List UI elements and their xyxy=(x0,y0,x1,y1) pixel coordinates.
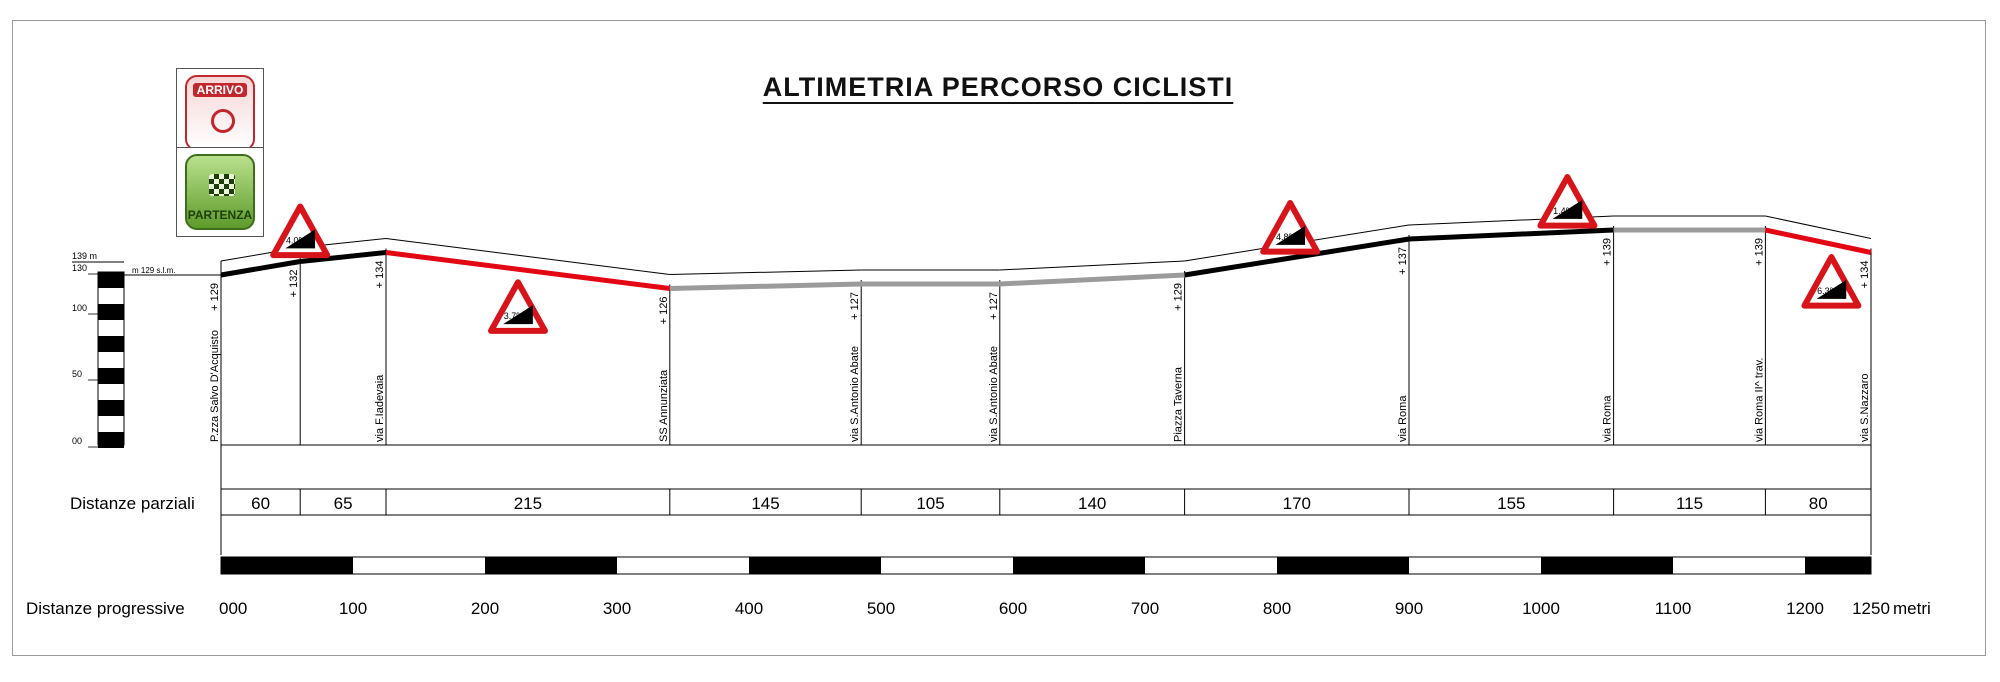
partial-distance-value: 60 xyxy=(251,494,270,513)
elevation-label: + 126 xyxy=(658,297,670,325)
road-outline xyxy=(385,238,670,275)
partial-distance-value: 65 xyxy=(334,494,353,513)
elevation-label: + 139 xyxy=(1602,238,1614,266)
partial-distances-label: Distanze parziali xyxy=(70,494,195,513)
elevation-label: + 132 xyxy=(288,270,300,298)
street-label: P.zza Salvo D'Acquisto xyxy=(209,330,221,442)
street-label: via Roma xyxy=(1602,395,1614,442)
profile-segment xyxy=(1764,227,1872,255)
progressive-tick-label: 400 xyxy=(735,599,763,618)
partial-distance-value: 115 xyxy=(1676,494,1703,513)
ruler-block xyxy=(98,272,124,288)
partial-distance-value: 145 xyxy=(751,494,779,513)
elevation-label: + 139 xyxy=(1753,238,1765,266)
ruler-block xyxy=(98,304,124,320)
street-label: via S.Nazzaro xyxy=(1859,374,1871,442)
progressive-tick-label: 900 xyxy=(1395,599,1423,618)
street-label: SS Annunziata xyxy=(658,369,670,442)
ruler-block xyxy=(98,400,124,416)
gradient-wedge xyxy=(285,229,316,249)
profile-segment xyxy=(1184,227,1614,278)
ruler-block xyxy=(98,336,124,352)
progressive-bar-block xyxy=(1277,557,1409,574)
progressive-tick-label: 500 xyxy=(867,599,895,618)
altitude-tick-label: 00 xyxy=(72,436,82,446)
partial-distance-value: 140 xyxy=(1078,494,1106,513)
progressive-bar-block xyxy=(749,557,881,574)
progressive-tick-label: 800 xyxy=(1263,599,1291,618)
road-outline xyxy=(999,260,1185,271)
progressive-tick-label: 300 xyxy=(603,599,631,618)
elevation-label: + 129 xyxy=(1173,283,1185,311)
partenza-icon: PARTENZA xyxy=(176,147,264,237)
elevation-label: + 134 xyxy=(374,261,386,289)
partial-distances-row xyxy=(220,488,1872,516)
gradient-wedge xyxy=(1816,280,1847,299)
altitude-top-label: 139 m xyxy=(72,251,97,261)
progressive-distances-label: Distanze progressive xyxy=(26,599,185,618)
altitude-tick-label: 100 xyxy=(72,303,87,313)
street-label: via S.Antonio Abate xyxy=(988,346,1000,442)
street-label: via S.Antonio Abate xyxy=(849,346,861,442)
street-label: Piazza Taverna xyxy=(1173,366,1185,442)
elevation-label: + 127 xyxy=(988,292,1000,320)
gradient-label: 4.8% xyxy=(1276,232,1297,242)
partenza-badge: PARTENZA xyxy=(185,154,255,230)
gradient-wedge xyxy=(1275,226,1306,245)
progressive-tick-label: 100 xyxy=(339,599,367,618)
altitude-ruler xyxy=(97,271,125,446)
altitude-tick-label: 50 xyxy=(72,369,82,379)
progressive-tick-label: 1250 xyxy=(1852,599,1890,618)
partial-distance-value: 170 xyxy=(1283,494,1311,513)
progressive-tick-label: 1100 xyxy=(1655,599,1692,618)
progressive-bar-block xyxy=(485,557,617,574)
partial-distance-value: 215 xyxy=(514,494,542,513)
checkered-flag-icon xyxy=(209,174,235,196)
profile-segment xyxy=(669,272,1185,291)
profile-segment xyxy=(385,250,671,291)
elevation-label: + 129 xyxy=(209,283,221,311)
partial-distance-value: 155 xyxy=(1497,494,1525,513)
ruler-block xyxy=(98,432,124,448)
altitude-tick-label: 130 xyxy=(72,263,87,273)
gradient-label: 3.7% xyxy=(504,311,525,321)
progressive-unit: metri xyxy=(1893,599,1931,618)
progressive-tick-label: 200 xyxy=(471,599,499,618)
elevation-label: + 134 xyxy=(1859,261,1871,289)
street-label: via F.Iadevaia xyxy=(374,374,386,442)
street-label: via Roma xyxy=(1397,395,1409,442)
partial-distance-value: 105 xyxy=(916,494,944,513)
gradient-wedge xyxy=(1552,199,1583,219)
progressive-tick-label: 600 xyxy=(999,599,1027,618)
arrivo-label: ARRIVO xyxy=(193,83,247,97)
gradient-wedge xyxy=(503,305,533,325)
elevation-label: + 137 xyxy=(1397,247,1409,275)
progressive-bar-block xyxy=(1013,557,1145,574)
progressive-bar-block xyxy=(1805,557,1871,574)
road-outline xyxy=(1765,215,1872,239)
street-label: via Roma II^ trav. xyxy=(1753,358,1765,442)
progressive-bar-block xyxy=(1541,557,1673,574)
start-altitude-note: m 129 s.l.m. xyxy=(132,266,176,275)
elevation-label: + 127 xyxy=(849,292,861,320)
progressive-tick-label: 1200 xyxy=(1786,599,1824,618)
chart-title: ALTIMETRIA PERCORSO CICLISTI xyxy=(762,72,1234,102)
progressive-tick-label: 000 xyxy=(219,599,247,618)
finish-bell-icon xyxy=(211,109,235,133)
gradient-label: 4.0% xyxy=(286,236,307,246)
progressive-bar-block xyxy=(221,557,353,574)
gradient-label: 6.3% xyxy=(1817,286,1838,296)
road-outline xyxy=(669,269,862,275)
progressive-tick-label: 700 xyxy=(1131,599,1159,618)
chart-frame xyxy=(12,20,1986,656)
gradient-label: 1.4% xyxy=(1553,206,1574,216)
partenza-label: PARTENZA xyxy=(187,208,253,222)
profile-segment xyxy=(220,250,387,278)
partial-distance-value: 80 xyxy=(1809,494,1828,513)
progressive-tick-label: 1000 xyxy=(1522,599,1560,618)
ruler-block xyxy=(98,368,124,384)
